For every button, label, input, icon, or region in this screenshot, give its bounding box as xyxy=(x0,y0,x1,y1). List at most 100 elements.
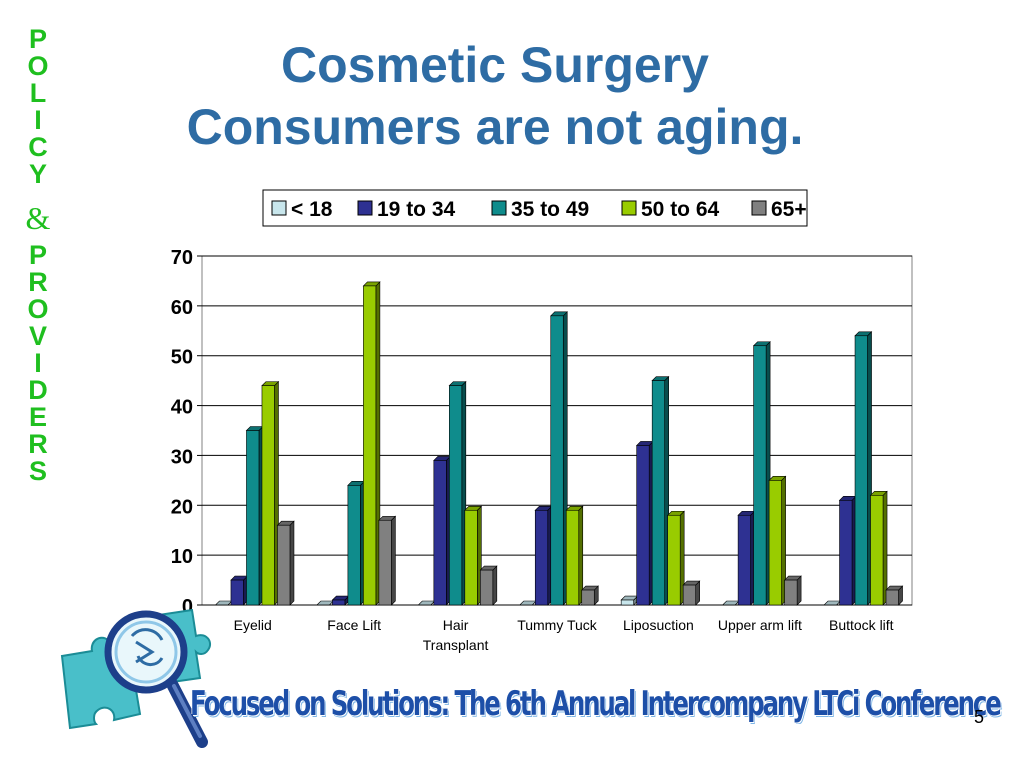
y-tick-label: 30 xyxy=(171,446,193,468)
puzzle-magnifier-icon xyxy=(60,608,212,748)
bar-front xyxy=(854,335,868,606)
side-letter: P xyxy=(28,24,47,54)
x-tick-label-line: Transplant xyxy=(423,637,489,653)
bar-side xyxy=(796,575,802,606)
bar xyxy=(245,425,264,606)
bar-front xyxy=(885,589,899,606)
bar xyxy=(331,595,350,606)
x-tick-label-line: Face Lift xyxy=(327,617,381,633)
y-tick-label: 60 xyxy=(171,297,193,319)
bar xyxy=(417,600,436,606)
bar xyxy=(464,505,483,606)
y-tick-label: 70 xyxy=(171,247,193,269)
bar xyxy=(783,575,802,606)
legend-swatch xyxy=(751,200,767,216)
bar-front xyxy=(534,509,549,606)
x-tick-label-line: Buttock lift xyxy=(829,617,894,633)
bar-front xyxy=(620,599,634,606)
bar-front xyxy=(433,460,447,606)
side-letter: Y xyxy=(28,159,47,189)
bar-front xyxy=(449,385,463,606)
bar-front xyxy=(480,569,494,606)
bar-front xyxy=(261,385,275,606)
bar-front xyxy=(682,584,696,606)
bar-front xyxy=(464,509,478,606)
bar-front xyxy=(753,345,767,606)
side-letter: O xyxy=(27,294,49,324)
y-tick-label: 40 xyxy=(171,397,193,419)
bar xyxy=(534,505,553,606)
x-tick-label: Face Lift xyxy=(327,617,381,633)
x-tick-label: Eyelid xyxy=(234,617,272,633)
legend-box xyxy=(262,189,808,227)
bar xyxy=(651,375,670,606)
side-letter: I xyxy=(34,105,42,135)
bar xyxy=(230,575,249,606)
legend-label: 19 to 34 xyxy=(377,198,456,221)
x-tick-label: Buttock lift xyxy=(829,617,894,633)
x-tick-label-line: Hair xyxy=(443,617,469,633)
bar-front xyxy=(839,499,853,606)
bar xyxy=(737,510,756,606)
bar xyxy=(869,490,888,606)
bar-front xyxy=(550,315,564,606)
y-tick-label: 10 xyxy=(171,546,193,568)
side-letter: I xyxy=(34,348,42,378)
legend-swatch xyxy=(491,200,507,216)
bar xyxy=(261,380,280,606)
bar xyxy=(550,311,568,606)
bar-front xyxy=(768,480,782,606)
x-tick-label-line: Liposuction xyxy=(623,617,694,633)
side-letter: S xyxy=(28,456,47,486)
bar xyxy=(347,480,366,606)
bar-front xyxy=(651,380,665,606)
bar-front xyxy=(347,485,361,606)
side-letter: R xyxy=(28,267,48,297)
bar-side xyxy=(882,490,888,606)
x-tick-label: Hair Transplant xyxy=(423,617,489,653)
side-letter: D xyxy=(28,375,48,405)
bar xyxy=(752,341,771,606)
x-tick-label: Upper arm lift xyxy=(718,617,802,633)
bar-side xyxy=(391,515,396,606)
bar xyxy=(362,281,381,606)
legend-swatch xyxy=(271,200,287,216)
x-tick-label-line: Eyelid xyxy=(234,617,272,633)
bar xyxy=(666,510,685,606)
slide-title-line-2: Consumers are not aging. xyxy=(186,99,804,155)
bar xyxy=(479,565,498,606)
bar xyxy=(581,585,599,606)
bar xyxy=(854,331,873,606)
bar-front xyxy=(246,430,260,606)
bar xyxy=(635,440,654,606)
bar-front xyxy=(565,509,580,606)
side-letter: P xyxy=(28,240,47,270)
x-tick-label-line: Upper arm lift xyxy=(718,617,802,633)
bar xyxy=(378,515,397,606)
x-tick-label-line: Tummy Tuck xyxy=(517,617,598,633)
bar-front xyxy=(737,514,751,606)
bar-front xyxy=(332,599,346,606)
bar xyxy=(885,585,904,606)
bar-front xyxy=(378,519,392,606)
footer-conference-text: Focused on Solutions: The 6th Annual Int… xyxy=(190,684,1002,724)
y-tick-label: 50 xyxy=(171,347,193,369)
bar xyxy=(838,495,857,606)
page-number: 5 xyxy=(974,707,985,727)
bar-front xyxy=(636,445,650,606)
bar-front xyxy=(277,524,291,606)
slide-title-line-1: Cosmetic Surgery xyxy=(281,37,709,93)
bar-side xyxy=(289,520,295,606)
bar-front xyxy=(363,285,377,606)
legend-label: < 18 xyxy=(291,198,333,221)
bar-front xyxy=(230,579,244,606)
y-tick-label: 0 xyxy=(182,596,193,618)
bar-front xyxy=(784,579,798,606)
bar xyxy=(565,505,584,606)
side-letter: L xyxy=(29,78,47,108)
x-tick-label: Liposuction xyxy=(623,617,694,633)
bar xyxy=(768,475,787,606)
legend-swatch xyxy=(357,200,373,216)
x-tick-label: Tummy Tuck xyxy=(517,617,598,633)
